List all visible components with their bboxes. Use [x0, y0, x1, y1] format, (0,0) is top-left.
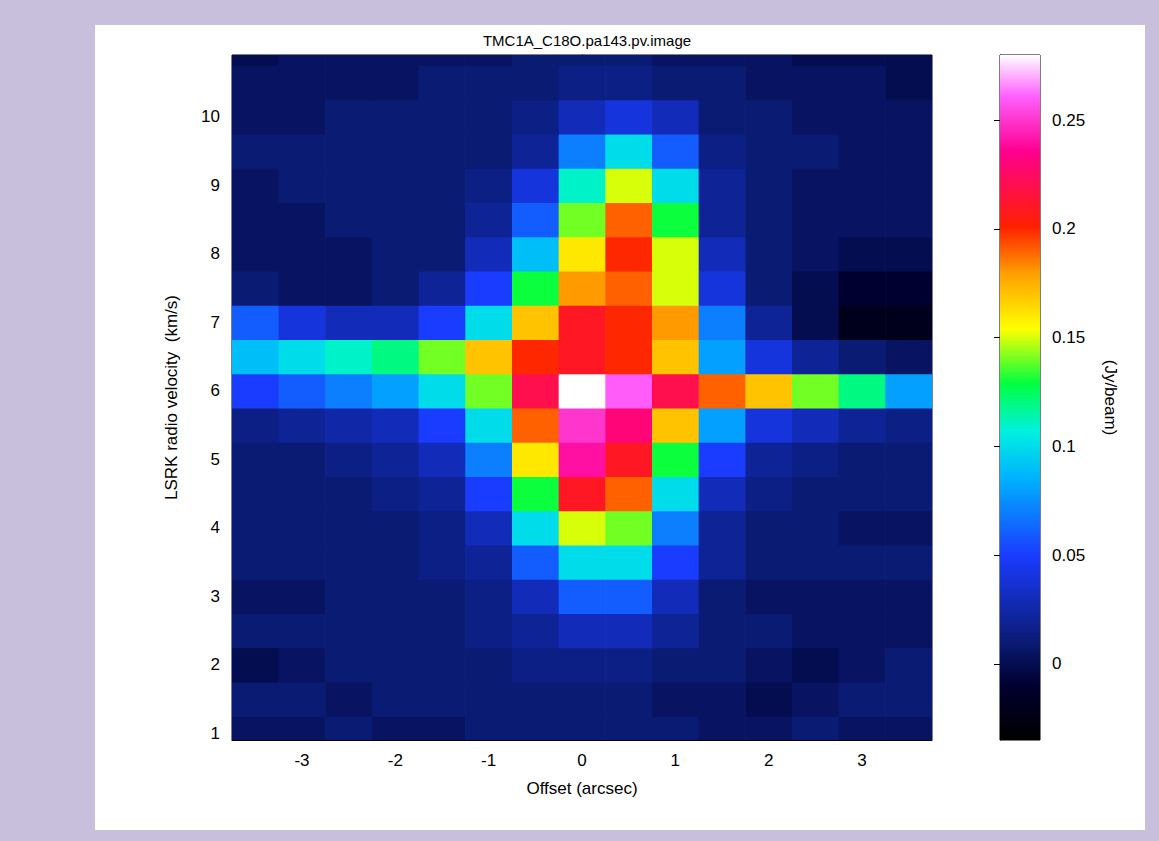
svg-text:3: 3	[857, 751, 866, 770]
svg-text:1: 1	[671, 751, 680, 770]
svg-text:5: 5	[211, 450, 220, 469]
svg-text:0: 0	[577, 751, 586, 770]
svg-text:-1: -1	[481, 751, 496, 770]
svg-text:-2: -2	[388, 751, 403, 770]
svg-text:0.1: 0.1	[1052, 437, 1076, 456]
svg-text:2: 2	[211, 655, 220, 674]
svg-text:-3: -3	[294, 751, 309, 770]
svg-text:3: 3	[211, 587, 220, 606]
svg-text:0.15: 0.15	[1052, 328, 1085, 347]
svg-text:TMC1A_C18O.pa143.pv.image: TMC1A_C18O.pa143.pv.image	[483, 32, 691, 49]
svg-text:6: 6	[211, 381, 220, 400]
svg-text:0.05: 0.05	[1052, 546, 1085, 565]
svg-text:0.25: 0.25	[1052, 111, 1085, 130]
svg-text:7: 7	[211, 313, 220, 332]
svg-text:(Jy/beam): (Jy/beam)	[1101, 360, 1120, 436]
svg-text:0: 0	[1052, 654, 1061, 673]
svg-text:9: 9	[211, 176, 220, 195]
svg-text:4: 4	[211, 518, 220, 537]
svg-text:Offset (arcsec): Offset (arcsec)	[526, 779, 637, 798]
svg-text:1: 1	[211, 724, 220, 743]
svg-text:LSRK radio velocity (km/s): LSRK radio velocity (km/s)	[162, 295, 181, 500]
svg-text:8: 8	[211, 244, 220, 263]
svg-text:2: 2	[764, 751, 773, 770]
svg-text:10: 10	[201, 107, 220, 126]
svg-text:0.2: 0.2	[1052, 219, 1076, 238]
